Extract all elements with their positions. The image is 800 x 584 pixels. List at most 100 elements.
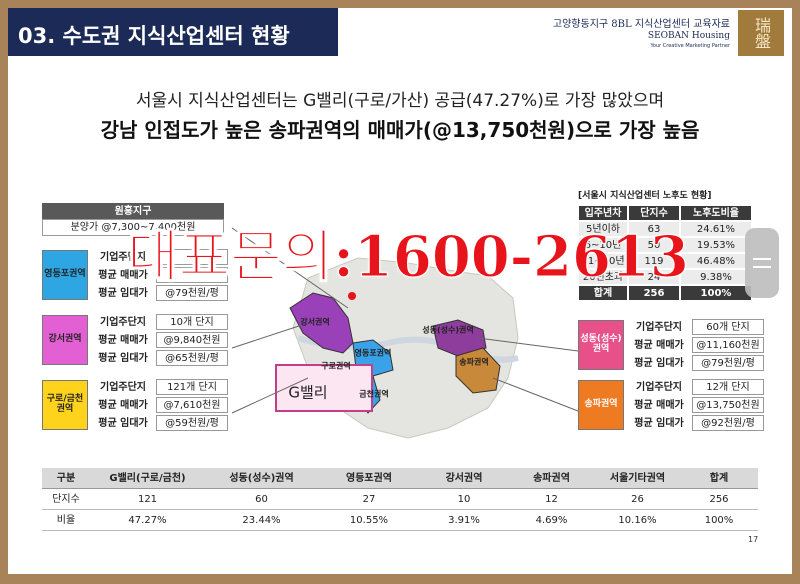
- slide: 03. 수도권 지식산업센터 현황 고양향동지구 8BL 지식산업센터 교육자료…: [8, 8, 792, 574]
- aging-header: 노후도비율: [680, 205, 752, 221]
- summary-cell: 10: [420, 489, 508, 510]
- region-label: 성동(성수)권역: [578, 320, 624, 370]
- map-label: 송파권역: [459, 357, 488, 367]
- row-value: 121개 단지: [156, 379, 228, 395]
- connector: [231, 377, 309, 414]
- row-label: 기업주단지: [636, 321, 682, 333]
- map-label: 강서권역: [300, 317, 329, 327]
- project-name: 원흥지구: [42, 203, 224, 219]
- summary-cell: 3.91%: [420, 510, 508, 531]
- region-label: 송파권역: [578, 380, 624, 430]
- connector: [492, 377, 579, 412]
- row-value: 10개 단지: [156, 314, 228, 330]
- summary-header: 강서권역: [420, 468, 508, 489]
- map-label: 성동(성수)권역: [422, 325, 473, 335]
- summary-cell: 4.69%: [508, 510, 595, 531]
- summary-cell: 47.27%: [90, 510, 205, 531]
- aging-header: 단지수: [628, 205, 680, 221]
- connector: [231, 322, 309, 349]
- aging-cell: 24: [628, 269, 680, 285]
- row-value: @79천원/평: [692, 355, 764, 371]
- row-value: 12개 단지: [692, 379, 764, 395]
- aging-cell: 63: [628, 221, 680, 237]
- row-value: @11,160천원: [692, 337, 764, 353]
- row-value: @7,610천원: [156, 397, 228, 413]
- brand: SEOBAN Housing: [647, 31, 730, 41]
- summary-header: 성동(성수)권역: [205, 468, 318, 489]
- row-label: 평균 임대가: [634, 357, 684, 369]
- connector: [231, 227, 349, 309]
- headline-1: 서울시 지식산업센터는 G밸리(구로/가산) 공급(47.27%)로 가장 많았…: [135, 91, 665, 111]
- summary-cell: 256: [680, 489, 758, 510]
- row-label: 기업주단지: [100, 251, 146, 263]
- doc-title: 고양향동지구 8BL 지식산업센터 교육자료: [552, 19, 730, 30]
- songpa: [455, 347, 501, 394]
- aging-cell: 11~20년: [578, 253, 628, 269]
- row-label: 평균 매매가: [98, 334, 148, 346]
- summary-header: G밸리(구로/금천): [90, 468, 205, 489]
- summary-cell: 26: [595, 489, 680, 510]
- row-label: 평균 매매가: [98, 269, 148, 281]
- connector: [477, 337, 579, 352]
- summary-cell: 10.55%: [318, 510, 420, 531]
- aging-title: [서울시 지식산업센터 노후도 현황]: [578, 191, 712, 202]
- row-value: [156, 267, 228, 283]
- region-label: 강서권역: [42, 315, 88, 365]
- tagline: Your Creative Marketing Partner: [650, 43, 731, 49]
- summary-header: 구분: [42, 468, 90, 489]
- summary-cell: 12: [508, 489, 595, 510]
- row-label: 기업주단지: [636, 381, 682, 393]
- summary-header: 송파권역: [508, 468, 595, 489]
- row-label: 평균 매매가: [98, 399, 148, 411]
- summary-header: 서울기타권역: [595, 468, 680, 489]
- row-value: @92천원/평: [692, 415, 764, 431]
- header-title: 03. 수도권 지식산업센터 현황: [18, 24, 290, 48]
- row-label: 평균 임대가: [634, 417, 684, 429]
- summary-cell: 27: [318, 489, 420, 510]
- row-value: 60개 단지: [692, 319, 764, 335]
- aging-cell: 50: [628, 237, 680, 253]
- row-value: @59천원/평: [156, 415, 228, 431]
- summary-header: 합계: [680, 468, 758, 489]
- aging-cell: 256: [628, 285, 680, 301]
- row-label: 기업주단지: [100, 316, 146, 328]
- header-bar: 03. 수도권 지식산업센터 현황: [8, 8, 338, 56]
- row-label: 기업주단지: [100, 381, 146, 393]
- aging-header: 입주년차: [578, 205, 628, 221]
- summary-cell: 비율: [42, 510, 90, 531]
- handle-grip: [753, 258, 771, 268]
- summary-cell: 10.16%: [595, 510, 680, 531]
- gvalley-box: [275, 364, 373, 412]
- summary-cell: 121: [90, 489, 205, 510]
- aging-cell: 19.53%: [680, 237, 752, 253]
- page-number: 17: [748, 535, 759, 544]
- region-label: 구로/금천권역: [42, 380, 88, 430]
- row-value: [156, 249, 228, 265]
- row-label: 평균 매매가: [634, 399, 684, 411]
- logo: 瑞盤: [738, 10, 784, 56]
- region-label: 영등포권역: [42, 250, 88, 300]
- row-value: @79천원/평: [156, 285, 228, 301]
- map-label: 영등포권역: [355, 348, 392, 358]
- location-dot: [348, 292, 356, 300]
- summary-header: 영등포권역: [318, 468, 420, 489]
- row-label: 평균 매매가: [634, 339, 684, 351]
- row-value: @9,840천원: [156, 332, 228, 348]
- summary-cell: 60: [205, 489, 318, 510]
- aging-cell: 5년이하: [578, 221, 628, 237]
- map-label: G밸리: [288, 384, 327, 402]
- row-label: 평균 임대가: [98, 352, 148, 364]
- summary-cell: 23.44%: [205, 510, 318, 531]
- summary-cell: 단지수: [42, 489, 90, 510]
- row-label: 평균 임대가: [98, 287, 148, 299]
- row-value: @13,750천원: [692, 397, 764, 413]
- aging-cell: 6~10년: [578, 237, 628, 253]
- summary-cell: 100%: [680, 510, 758, 531]
- map-label: 금천권역: [359, 389, 388, 399]
- row-value: @65천원/평: [156, 350, 228, 366]
- aging-cell: 20년초과: [578, 269, 628, 285]
- row-label: 평균 임대가: [98, 417, 148, 429]
- scroll-handle: [745, 228, 779, 298]
